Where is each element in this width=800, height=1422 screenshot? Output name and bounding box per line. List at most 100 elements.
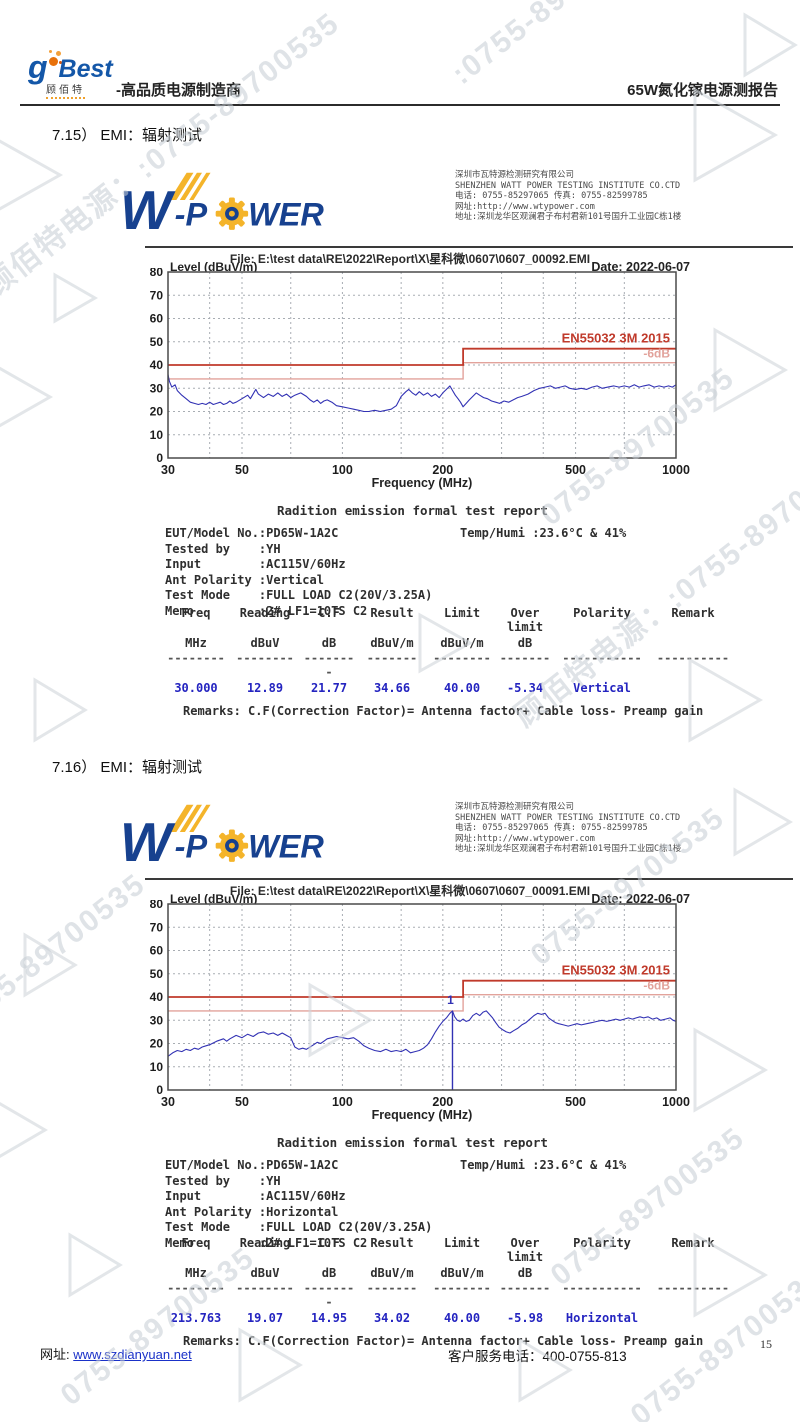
cell-overlimit: -5.98	[506, 1311, 544, 1325]
svg-text:70: 70	[150, 920, 164, 934]
svg-text:200: 200	[432, 1095, 453, 1109]
field-value: :PD65W-1A2C	[258, 526, 339, 540]
col-unit: dBuV/m	[440, 1266, 484, 1280]
svg-text:500: 500	[565, 463, 586, 477]
col-unit: dB	[517, 1266, 533, 1280]
cell-limit: 40.00	[443, 681, 481, 695]
emi-file-path: File: E:\test data\RE\2022\Report\X\星科微\…	[229, 252, 591, 266]
field-label: Tested by	[165, 541, 231, 556]
col-header: Freq	[181, 606, 211, 620]
cell-remark	[649, 681, 737, 695]
svg-text:70: 70	[150, 288, 164, 302]
col-header: Remark	[671, 1236, 715, 1250]
field-value: :AC115V/60Hz	[258, 1189, 346, 1204]
lab-company-line: 深圳市瓦特源检测研究有限公司	[455, 802, 575, 812]
col-header: Limit	[443, 1236, 481, 1250]
field-value: :YH	[258, 1173, 281, 1188]
footer-service-phone: 客户服务电话：400-0755-813	[448, 1349, 627, 1364]
field-value: :FULL LOAD C2(20V/3.25A)	[258, 1220, 433, 1235]
wpower-logo-p: -P	[175, 829, 208, 865]
cell-cf: 14.95	[310, 1311, 348, 1325]
col-header: Over limit	[506, 1236, 544, 1264]
temp-humi: Temp/Humi :23.6°C & 41%	[460, 526, 627, 540]
svg-text:0: 0	[156, 451, 163, 465]
col-unit: dBuV	[250, 636, 280, 650]
watermark-text: :0755-89700535	[0, 867, 152, 1047]
wpower-logo: W -P WER	[120, 804, 324, 873]
svg-text:30: 30	[161, 1095, 175, 1109]
cell-polarity: Horizontal	[565, 1311, 639, 1325]
field-value: :2# LF1=10TS C2	[258, 1235, 368, 1250]
col-header: Remark	[671, 606, 715, 620]
cell-reading: 12.89	[246, 681, 284, 695]
table-header-row: Freq Reading C.F Result Limit Over limit Polar…	[165, 1236, 745, 1264]
field-label: Test Mode	[165, 1220, 231, 1235]
x-axis-title: Frequency (MHz)	[371, 476, 473, 490]
svg-text:1000: 1000	[662, 1095, 690, 1109]
svg-text:40: 40	[150, 990, 164, 1004]
svg-text:EN55032 3M 2015: EN55032 3M 2015	[562, 331, 670, 346]
y-axis-title: Level (dBuV/m)	[170, 260, 258, 274]
svg-text:-6dB: -6dB	[643, 347, 670, 361]
field-value: :Horizontal	[258, 1204, 339, 1219]
col-unit	[649, 636, 737, 650]
col-header: C.F	[318, 606, 340, 620]
table-separator-row: -------- -------- -------- ------- -------- -…	[167, 651, 730, 679]
footer-website-link[interactable]: www.szdianyuan.net	[73, 1347, 192, 1362]
svg-text:10: 10	[150, 1060, 164, 1074]
col-unit: dBuV/m	[370, 636, 414, 650]
test-date: Date: 2022-06-07	[591, 892, 690, 906]
col-unit	[555, 1266, 649, 1280]
svg-text:50: 50	[150, 335, 164, 349]
y-axis-title: Level (dBuV/m)	[170, 892, 258, 906]
col-unit: dB	[517, 636, 533, 650]
lab-company-line: 网址:http://www.wtypower.com	[455, 833, 595, 844]
field-label: EUT/Model No.	[165, 1158, 259, 1172]
svg-text:100: 100	[332, 463, 353, 477]
col-unit: MHz	[185, 1266, 207, 1280]
svg-text:500: 500	[565, 1095, 586, 1109]
lab-header-block: W -P WER 深圳市瓦特源检测研究有限公司 SHENZHEN WATT PO…	[120, 798, 800, 882]
col-header: C.F	[318, 1236, 340, 1250]
svg-text:1: 1	[447, 993, 454, 1007]
col-header: Over limit	[506, 606, 544, 634]
field-value: :YH	[258, 541, 281, 556]
col-unit: MHz	[185, 636, 207, 650]
table-separator-row: -------- -------- -------- ------- -------- -…	[167, 1281, 730, 1309]
table-data-row: 213.763 19.07 14.95 34.02 40.00 -5.98 Horizont…	[165, 1311, 745, 1325]
cell-freq: 213.763	[170, 1311, 222, 1325]
lab-company-line: 电话: 0755-85297065 传真: 0755-82599785	[455, 823, 648, 833]
lab-company-info: 深圳市瓦特源检测研究有限公司 SHENZHEN WATT POWER TESTI…	[455, 802, 800, 855]
wpower-logo-wer: WER	[248, 197, 324, 233]
lab-divider	[145, 878, 793, 880]
lab-company-line: SHENZHEN WATT POWER TESTING INSTITUTE CO…	[455, 180, 681, 191]
col-header: Freq	[181, 1236, 211, 1250]
field-value: :2# LF1=10TS C2	[258, 603, 368, 618]
svg-text:20: 20	[150, 405, 164, 419]
field-label: EUT/Model No.	[165, 526, 259, 540]
results-table: Freq Reading C.F Result Limit Over limit Polar…	[165, 606, 745, 718]
svg-text:50: 50	[235, 463, 249, 477]
lab-company-line: 网址:http://www.wtypower.com	[455, 201, 595, 212]
field-value: :Vertical	[258, 572, 324, 587]
footer-website: 网址: www.szdianyuan.net	[40, 1344, 192, 1363]
col-unit: dBuV/m	[440, 636, 484, 650]
emi-file-path: File: E:\test data\RE\2022\Report\X\星科微\…	[229, 884, 591, 898]
lab-company-line: 地址:深圳龙华区观澜君子布村君新101号国升工业园C栋1楼	[455, 844, 682, 854]
svg-text:100: 100	[332, 1095, 353, 1109]
gobest-logo-subtitle: 顾佰特	[46, 81, 85, 99]
table-remarks: Remarks: C.F(Correction Factor)= Antenna…	[183, 704, 704, 718]
svg-text:60: 60	[150, 312, 164, 326]
wpower-logo-w: W	[120, 180, 176, 241]
col-unit: dBuV	[250, 1266, 280, 1280]
section-heading-7-15: 7.15） EMI：辐射测试	[52, 127, 203, 144]
page-number: 15	[760, 1337, 772, 1351]
cell-remark	[649, 1311, 737, 1325]
svg-text:30: 30	[150, 1013, 164, 1027]
gobest-logo-g: g	[28, 49, 48, 85]
temp-humi: Temp/Humi :23.6°C & 41%	[460, 1158, 627, 1172]
cell-result: 34.66	[373, 681, 411, 695]
field-label: Ant Polarity	[165, 572, 252, 587]
report-fields: EUT/Model No.:PD65W-1A2C Temp/Humi :23.6°…	[165, 1158, 725, 1252]
field-value: :PD65W-1A2C	[258, 1158, 339, 1172]
